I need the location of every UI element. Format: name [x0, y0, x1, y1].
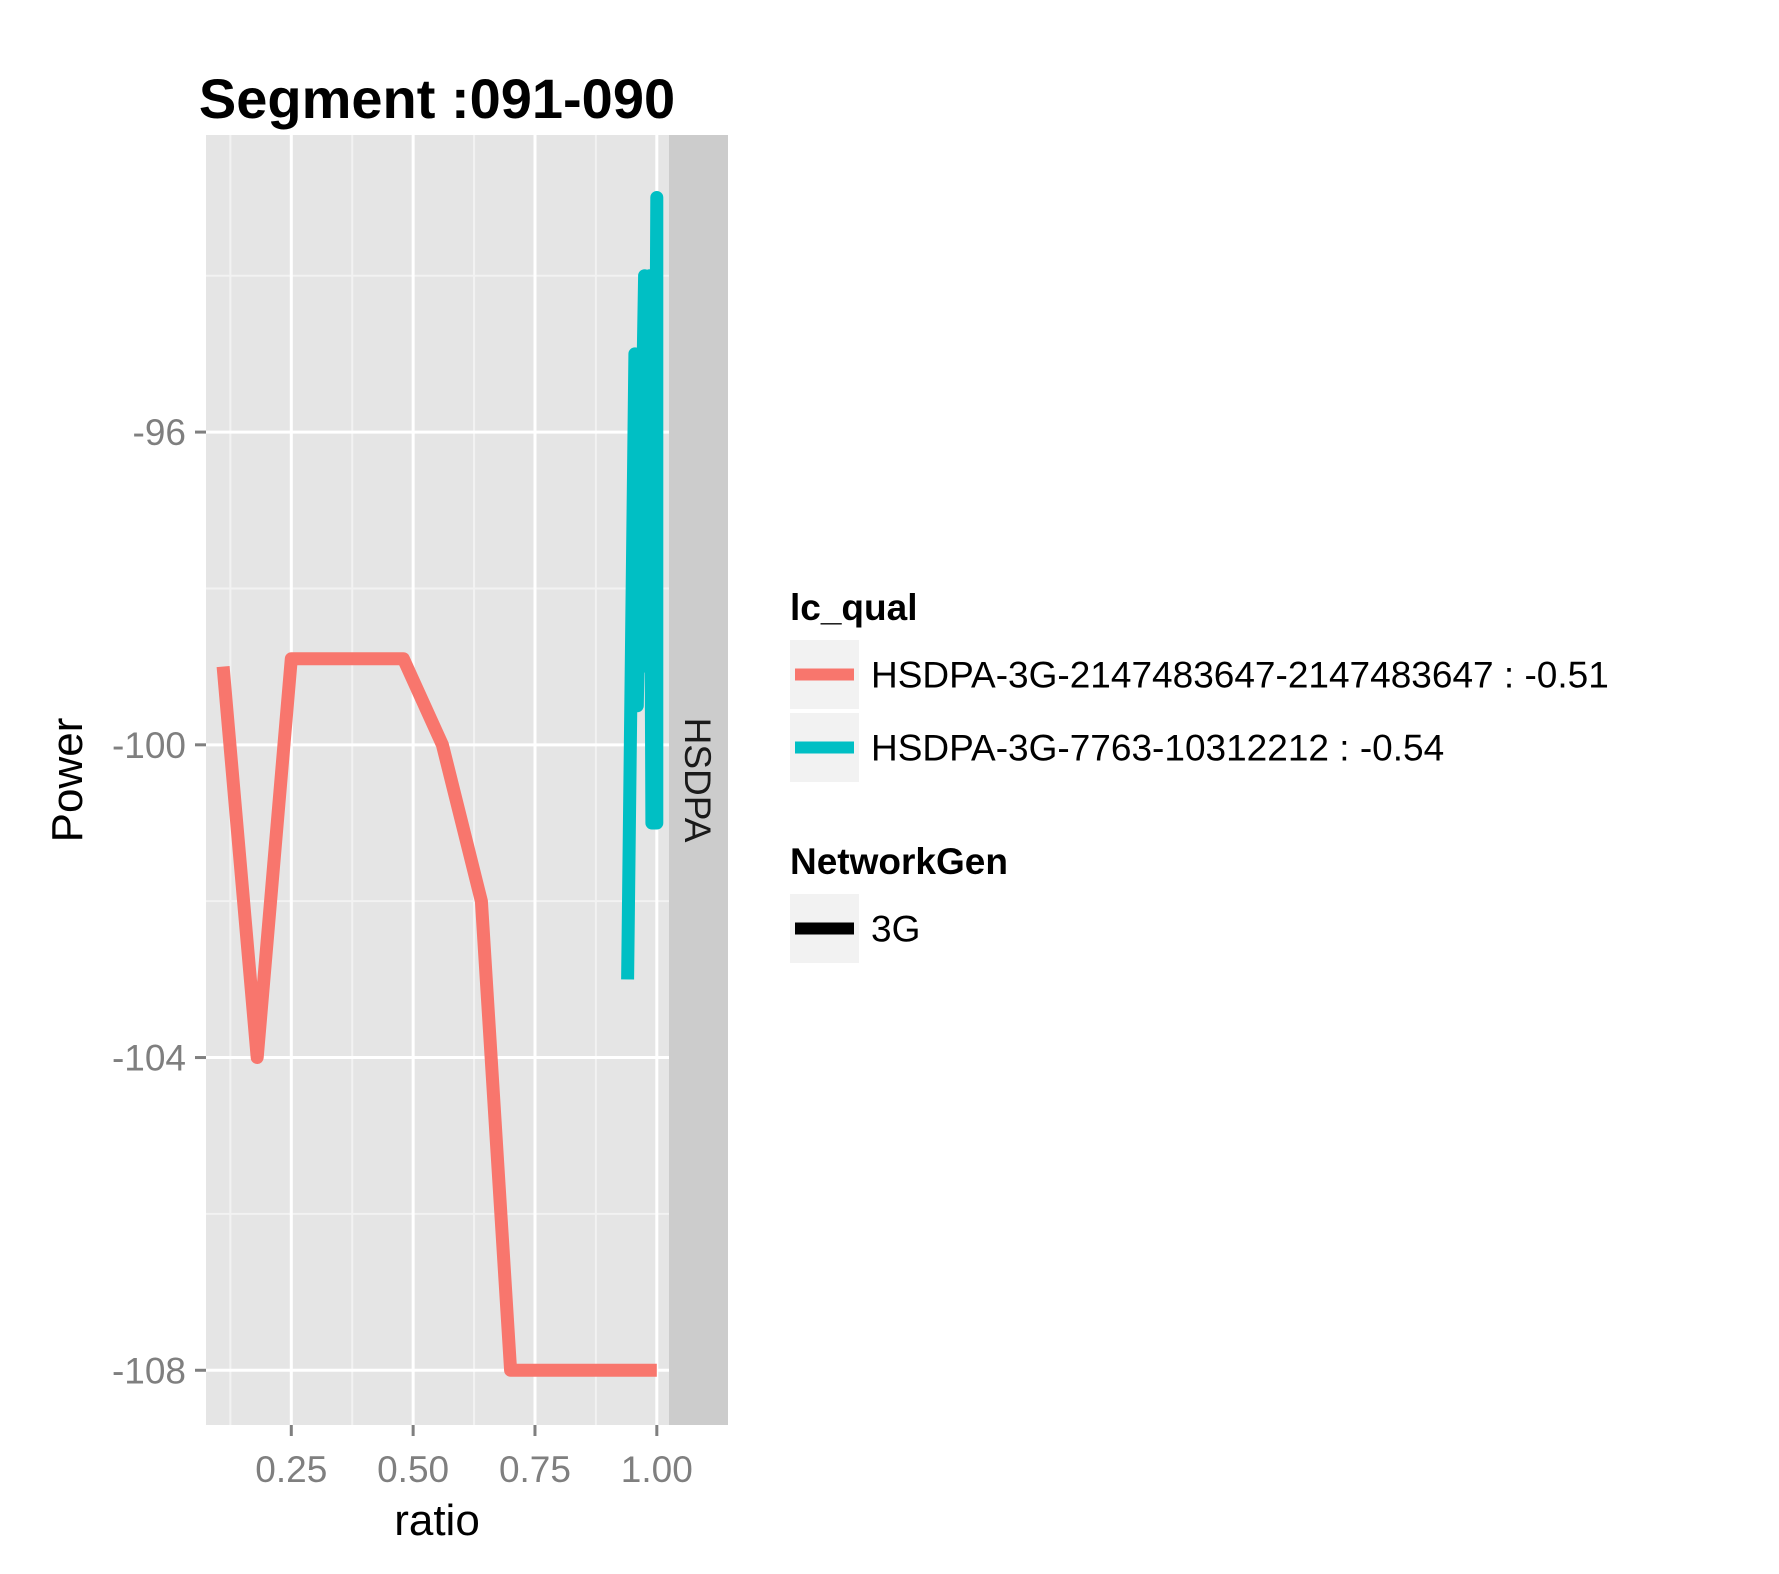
legend: lc_qual HSDPA-3G-2147483647-2147483647 : …: [790, 587, 1609, 963]
y-tick-label: -100: [112, 725, 186, 766]
series-layer: [216, 191, 664, 1377]
x-tick-label: 0.50: [377, 1449, 449, 1490]
y-axis-title: Power: [43, 718, 92, 843]
y-tick-label: -96: [133, 412, 186, 453]
x-axis-title: ratio: [394, 1496, 480, 1545]
chart-title: Segment :091-090: [199, 67, 675, 130]
series-line-1: [216, 652, 657, 1377]
legend-title: NetworkGen: [790, 841, 1008, 882]
x-axis: 0.25 0.50 0.75 1.00: [255, 1425, 693, 1490]
legend-title: lc_qual: [790, 587, 918, 628]
x-tick-label: 0.75: [499, 1449, 571, 1490]
legend-entry-label: 3G: [871, 909, 920, 950]
facet-strip: [669, 135, 728, 1425]
x-tick-label: 1.00: [621, 1449, 693, 1490]
y-tick-label: -104: [112, 1038, 186, 1079]
y-tick-label: -108: [112, 1350, 186, 1391]
legend-entry-label: HSDPA-3G-2147483647-2147483647 : -0.51: [871, 655, 1609, 696]
y-axis: -108 -104 -100 -96: [112, 412, 206, 1391]
facet-strip-label: HSDPA: [677, 718, 718, 843]
x-tick-label: 0.25: [255, 1449, 327, 1490]
series-line-2: [621, 191, 664, 980]
grid-minor: [206, 135, 669, 1425]
legend-entry-label: HSDPA-3G-7763-10312212 : -0.54: [871, 728, 1444, 769]
